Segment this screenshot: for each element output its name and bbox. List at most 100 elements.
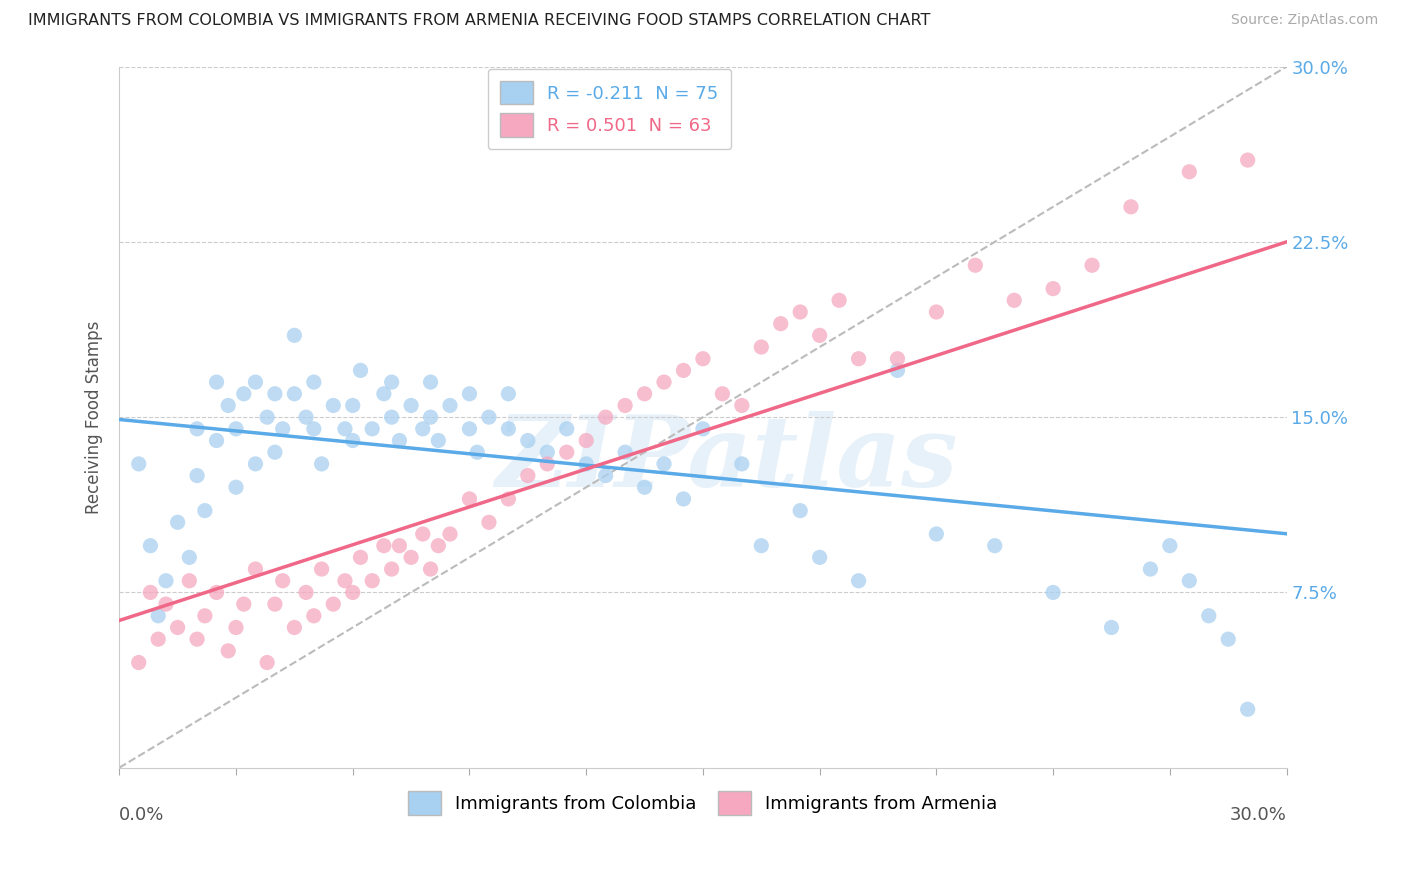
Point [333,422,356,436]
Point [245,457,267,471]
Point [302,375,325,389]
Point [373,539,395,553]
Point [342,434,364,448]
Point [1178,165,1201,179]
Point [1081,258,1104,272]
Point [652,375,675,389]
Point [1159,539,1181,553]
Point [1236,153,1258,167]
Point [139,539,162,553]
Point [1119,200,1142,214]
Point [302,608,325,623]
Point [381,410,404,425]
Point [205,434,228,448]
Point [1139,562,1161,576]
Point [458,491,481,506]
Point [342,399,364,413]
Text: Source: ZipAtlas.com: Source: ZipAtlas.com [1230,13,1378,28]
Point [179,574,201,588]
Point [217,399,239,413]
Point [225,422,247,436]
Point [271,574,294,588]
Point [333,574,356,588]
Point [194,503,217,517]
Point [381,375,404,389]
Point [311,457,333,471]
Point [128,457,150,471]
Point [283,386,305,401]
Point [264,386,287,401]
Point [1236,702,1258,716]
Point [439,527,461,541]
Point [789,503,811,517]
Point [139,585,162,599]
Point [232,386,254,401]
Point [828,293,851,308]
Point [848,574,870,588]
Point [349,363,371,377]
Point [575,457,598,471]
Point [381,562,404,576]
Point [886,363,908,377]
Point [342,585,364,599]
Point [186,632,208,647]
Point [789,305,811,319]
Point [1101,620,1123,634]
Point [186,422,208,436]
Point [672,363,695,377]
Point [614,399,637,413]
Point [361,574,384,588]
Point [419,375,441,389]
Point [419,410,441,425]
Point [749,539,772,553]
Point [148,632,170,647]
Point [536,445,558,459]
Point [264,597,287,611]
Point [478,410,501,425]
Point [498,422,520,436]
Point [232,597,254,611]
Point [808,550,831,565]
Point [731,399,754,413]
Y-axis label: Receiving Food Stamps: Receiving Food Stamps [86,320,103,514]
Point [322,399,344,413]
Point [322,597,344,611]
Legend: Immigrants from Colombia, Immigrants from Armenia: Immigrants from Colombia, Immigrants fro… [401,784,1005,822]
Point [1042,585,1064,599]
Point [886,351,908,366]
Point [1042,282,1064,296]
Point [1198,608,1220,623]
Point [692,422,714,436]
Point [633,480,655,494]
Point [672,491,695,506]
Point [1002,293,1025,308]
Point [925,305,948,319]
Point [264,445,287,459]
Point [194,608,217,623]
Point [399,550,422,565]
Point [388,539,411,553]
Point [205,585,228,599]
Point [575,434,598,448]
Point [498,491,520,506]
Point [769,317,792,331]
Point [148,608,170,623]
Point [205,375,228,389]
Point [731,457,754,471]
Point [498,386,520,401]
Point [295,585,318,599]
Point [427,434,450,448]
Point [128,656,150,670]
Point [225,480,247,494]
Point [349,550,371,565]
Point [1178,574,1201,588]
Point [458,422,481,436]
Text: IMMIGRANTS FROM COLOMBIA VS IMMIGRANTS FROM ARMENIA RECEIVING FOOD STAMPS CORREL: IMMIGRANTS FROM COLOMBIA VS IMMIGRANTS F… [28,13,931,29]
Point [245,562,267,576]
Point [749,340,772,354]
Point [555,445,578,459]
Point [166,516,188,530]
Point [283,620,305,634]
Point [711,386,734,401]
Point [614,445,637,459]
